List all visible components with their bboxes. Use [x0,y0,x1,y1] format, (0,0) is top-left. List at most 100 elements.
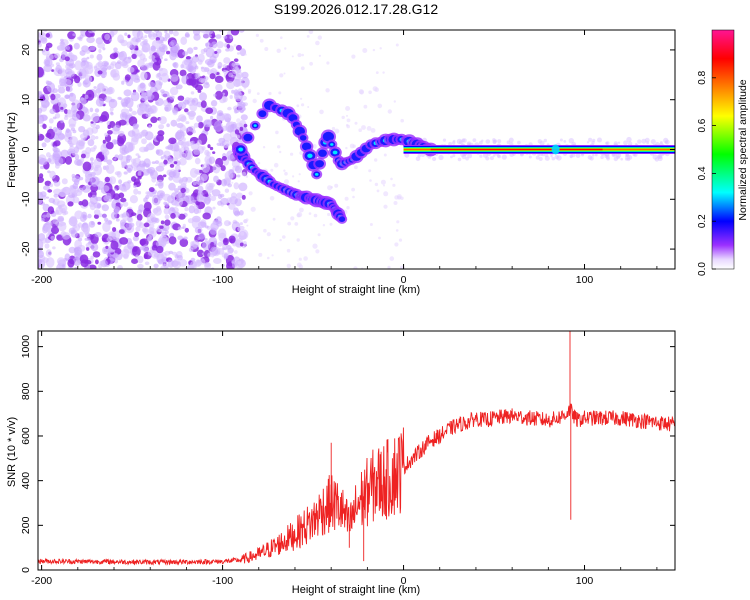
spectrogram-noise-blob [203,82,210,89]
spectrogram-noise-blob [105,163,115,174]
spectrogram-noise-blob [140,41,148,47]
spectrogram-noise-blob [127,66,135,73]
spectrogram-noise-blob [87,139,95,147]
spectrogram-noise-blob [178,197,184,203]
spectrogram-noise-blob [204,193,209,197]
spectrogram-noise-blob [92,251,101,258]
spectrogram-noise-blob [160,224,170,232]
spectrogram-noise-blob [185,195,195,205]
spectrogram-noise-blob [194,157,201,165]
spectrogram-noise-blob [71,99,80,110]
spectrogram-noise-blob [48,118,54,124]
spectrogram-band-dot [592,154,595,157]
spectrogram-noise-blob [137,59,145,68]
spectrogram-noise-blob [143,228,149,235]
spectrogram-band-dot [575,153,581,159]
spectrogram-noise-blob [131,53,137,60]
spectrogram-band-dot [605,141,609,145]
spectrogram-noise-blob [97,221,102,225]
spectrogram-haze-dot [383,191,389,197]
spectrogram-noise-blob [126,158,131,164]
spectrogram-noise-blob [170,212,176,219]
spectrogram-noise-blob [133,167,138,171]
spectrogram-band-dot [625,157,628,161]
spectrogram-noise-blob [128,107,133,112]
spectrogram-band-dot [482,152,488,158]
spectrogram-noise-blob [100,111,110,122]
spectrogram-noise-blob [62,211,67,216]
spectrogram-noise-blob [121,80,125,85]
spectrogram-noise-blob [87,213,92,219]
spectrogram-noise-blob [164,219,171,226]
spectrogram-noise-blob [89,107,94,113]
spectrogram-haze-dot [300,97,303,100]
spectrogram-haze-dot [345,146,348,150]
spectrogram-haze-dot [277,145,281,149]
spectrogram-noise-blob [156,205,162,212]
spectrogram-noise-blob [49,170,56,179]
colorbar-tick-label: 0.6 [697,118,708,132]
spectrogram-noise-blob [178,213,186,220]
spectrogram-haze-dot [326,61,330,65]
spectrogram-noise-blob [104,33,110,41]
spectrogram-noise-blob [70,127,76,131]
spectrogram-noise-blob [55,163,60,169]
spectrogram-noise-blob [56,257,66,266]
spectrogram-noise-blob [182,223,186,228]
spectrogram-noise-blob [179,69,187,77]
spectrogram-noise-blob [177,95,185,101]
spectrogram-noise-blob [87,30,96,34]
spectrogram-noise-blob [69,92,74,97]
spectrogram-noise-blob [187,125,196,132]
spectrogram-band-dot [415,156,421,162]
spectrogram-noise-blob [112,252,119,258]
spectrogram-noise-blob [38,176,44,183]
spectrogram-noise-blob [224,170,234,181]
spectrogram-noise-blob [135,38,142,43]
spectrogram-noise-blob [139,222,145,229]
spectrogram-band-dot [457,157,462,162]
spectrogram-noise-blob [194,73,199,79]
spectrogram-noise-blob [129,195,138,204]
spectrogram-noise-blob [208,156,215,164]
snr-x-ticks: -200 -100 0 100 [31,331,658,587]
spectrogram-x-tick-label: 100 [576,274,594,286]
spectrogram-noise-blob [198,169,204,174]
spectrogram-noise-blob [163,207,170,215]
spectrogram-haze-dot [380,179,386,185]
spectrogram-noise-blob [122,183,126,187]
spectrogram-haze-dot [280,36,283,39]
spectrogram-noise-blob [202,212,211,220]
spectrogram-noise-blob [229,35,233,40]
spectrogram-noise-blob [206,200,210,205]
spectrogram-noise-blob [52,126,58,133]
spectrogram-noise-blob [219,193,225,198]
spectrogram-haze-dot [351,54,356,59]
spectrogram-noise-blob [184,227,189,233]
spectrogram-haze-dot [369,179,372,182]
spectrogram-noise-blob [79,133,88,140]
spectrogram-noise-blob [213,120,223,132]
spectrogram-noise-blob [54,52,60,59]
spectrogram-band-dot [448,142,452,146]
spectrogram-noise-blob [52,153,61,161]
spectrogram-noise-blob [214,51,218,54]
spectrogram-noise-blob [46,128,55,140]
spectrogram-haze-dot [267,256,270,260]
spectrogram-band-dot [466,141,472,146]
spectrogram-noise-blob [55,64,62,73]
spectrogram-noise-blob [212,206,216,210]
spectrogram-haze-dot [358,89,364,95]
spectrogram-haze-dot [312,144,317,149]
spectrogram-noise-blob [94,108,100,113]
spectrogram-noise-blob [53,180,57,184]
spectrogram-noise-blob [95,97,105,107]
spectrogram-noise-blob [140,71,148,81]
figure-title: S199.2026.012.17.28.G12 [274,1,438,17]
spectrogram-noise-blob [234,129,240,135]
spectrogram-haze-dot [382,71,385,74]
spectrogram-noise-blob [64,109,68,114]
spectrogram-noise-blob [214,75,224,83]
spectrogram-noise-blob [148,31,156,40]
